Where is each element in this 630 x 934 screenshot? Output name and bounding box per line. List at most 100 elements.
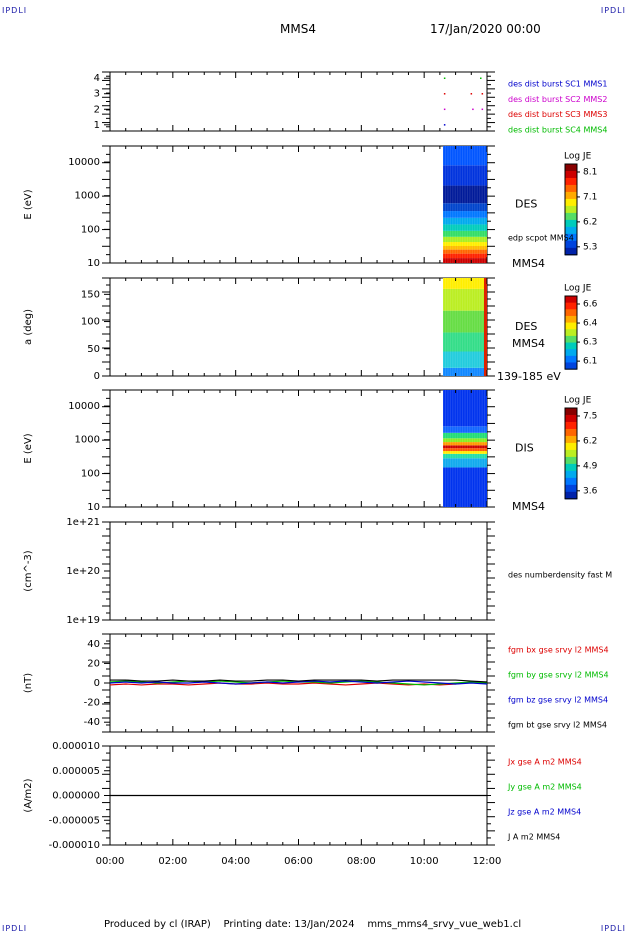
heatmap-band [443,390,487,427]
heatmap-band [443,448,487,452]
heatmap-band [443,246,487,250]
legend-entry: des numberdensity fast M [508,571,612,580]
heatmap-band [443,438,487,443]
colorbar-swatch [565,233,577,242]
legend-entry: J A m2 MMS4 [507,833,560,842]
footer-produced-by: Produced by cl (IRAP) [104,919,211,930]
colorbar-swatch [565,349,577,357]
burst-marker [443,108,446,111]
y-tick-label: 2 [94,104,100,115]
panel-label: DIS [515,442,534,455]
legend-entry: Jz gse A m2 MMS4 [507,808,581,817]
panel-label: DES [515,320,537,333]
y-axis-label: a (deg) [23,309,34,345]
heatmap-band [443,230,487,237]
colorbar-swatch [565,170,577,179]
y-tick-label: 0.000005 [52,766,100,777]
heatmap-band [443,165,487,186]
colorbar-swatch [565,484,577,493]
colorbar-tick-label: 6.4 [583,319,598,329]
heatmap-band [443,288,487,311]
y-tick-label: 1000 [75,191,100,202]
colorbar-swatch [565,342,577,350]
y-axis-label: (cm^-3) [23,550,34,591]
colorbar-tick-label: 7.5 [583,412,597,422]
y-tick-label: 3 [94,89,100,100]
colorbar-swatch [565,240,577,249]
colorbar-tick-label: 6.2 [583,217,597,227]
panel-label-3: MMS4 [512,257,545,270]
burst-marker [443,77,446,80]
burst-marker [481,108,484,111]
burst-marker [443,124,446,126]
legend-entry: fgm bx gse srvy l2 MMS4 [508,646,609,655]
heatmap-band [443,249,487,254]
heatmap-band [443,467,487,507]
y-tick-label: 100 [81,468,100,479]
colorbar-swatch [565,322,577,330]
heatmap-band [443,242,487,247]
colorbar-swatch [565,184,577,193]
colorbar-frame [564,407,578,500]
heatmap-band [443,185,487,204]
panel-label-2: MMS4 [512,337,545,350]
y-tick-label: 0.000000 [52,791,100,802]
corner-label-top-left: IPDLI [2,6,28,15]
burst-marker [443,93,446,95]
legend-entry: fgm bz gse srvy l2 MMS4 [508,696,608,705]
legend-entry: fgm by gse srvy l2 MMS4 [508,671,609,680]
heatmap-band [443,278,487,289]
heatmap-band [443,146,487,166]
colorbar-swatch [565,315,577,324]
colorbar-swatch [565,302,577,310]
heatmap-band [443,224,487,231]
x-tick-label: 02:00 [158,856,187,867]
y-tick-label: 0.000010 [52,741,100,752]
datetime-title: 17/Jan/2020 00:00 [430,22,541,36]
colorbar-swatch [565,428,577,437]
colorbar-swatch [565,198,577,207]
x-tick-label: 12:00 [473,856,502,867]
heatmap-band [443,203,487,212]
colorbar-tick-label: 7.1 [583,192,597,202]
colorbar-swatch [565,435,577,444]
legend-entry: des dist burst SC3 MMS3 [508,110,607,119]
heatmap-band [443,426,487,433]
heatmap-band [443,236,487,243]
colorbar-swatch [565,491,577,500]
legend-entry: Jy gse A m2 MMS4 [507,783,582,792]
colorbar-swatch [565,414,577,423]
panel-frame-dis_energy [109,389,488,508]
colorbar-des_pitch [565,296,577,370]
heatmap-band [443,351,487,368]
y-tick-label: -40 [84,717,100,728]
colorbar-swatch [565,421,577,430]
colorbar-tick-label: 8.1 [583,168,597,178]
colorbar-frame [564,163,578,256]
footer: Produced by cl (IRAP) Printing date: 13/… [104,919,521,930]
y-axis-label: (nT) [23,673,34,693]
panel-label-3: 139-185 eV [497,370,561,383]
heatmap-band [443,453,487,459]
colorbar-swatch [565,456,577,465]
colorbar-swatch [565,296,577,304]
y-axis-label: E (eV) [23,433,34,463]
legend-entry: des dist burst SC1 MMS1 [508,80,607,89]
heatmap-band [443,332,487,352]
burst-marker [470,93,473,95]
x-tick-label: 00:00 [96,856,125,867]
colorbar-tick-label: 5.3 [583,242,597,252]
footer-printing-date: Printing date: 13/Jan/2024 [223,919,355,930]
y-tick-label: 100 [81,224,100,235]
burst-marker [472,108,474,111]
heatmap-band [443,258,487,263]
colorbar-swatch [565,362,577,370]
y-tick-label: 0 [94,678,100,689]
footer-filename: mms_mms4_srvy_vue_web1.cl [367,919,522,930]
colorbar-swatch [565,463,577,472]
colorbar-swatch [565,329,577,337]
colorbar-swatch [565,470,577,479]
colorbar-swatch [565,449,577,458]
burst-marker [481,93,484,95]
